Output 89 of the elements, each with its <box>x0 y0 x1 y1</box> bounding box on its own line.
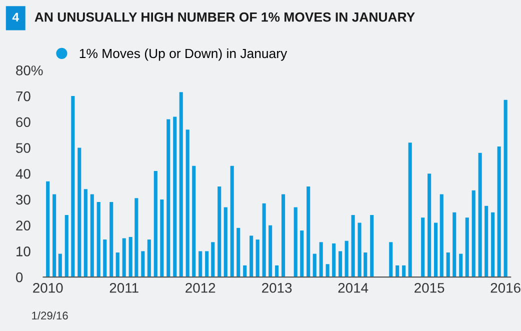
bar <box>428 174 432 278</box>
legend-label: 1% Moves (Up or Down) in January <box>80 48 288 61</box>
x-tick-label: 2010 <box>33 282 63 293</box>
bar <box>472 190 476 278</box>
x-tick-label: 2011 <box>110 282 138 293</box>
bar <box>90 194 94 278</box>
bar <box>58 254 62 278</box>
bar <box>186 130 190 278</box>
bar <box>103 240 107 278</box>
bar <box>421 218 425 278</box>
bar <box>173 116 177 278</box>
bar <box>504 100 508 278</box>
bar <box>370 214 374 278</box>
bar <box>396 265 400 278</box>
y-tick-label: 70 <box>16 91 30 102</box>
bar <box>408 142 412 278</box>
text: 1/29/16 <box>32 311 68 320</box>
bar <box>344 240 348 278</box>
bar <box>250 236 254 278</box>
bar <box>166 119 170 278</box>
bar <box>205 251 209 278</box>
bar <box>326 264 330 278</box>
x-tick-label: 2014 <box>338 282 368 293</box>
y-tick-label: 0 <box>16 272 23 282</box>
bar <box>179 92 183 278</box>
y-tick-label: 30 <box>16 194 30 205</box>
bar <box>218 186 222 278</box>
bar <box>230 166 234 278</box>
bar <box>491 212 495 278</box>
bar <box>84 189 88 278</box>
bar <box>154 171 158 278</box>
y-tick-label: 20 <box>16 220 30 230</box>
bar <box>275 265 279 278</box>
bar <box>268 225 272 278</box>
bar <box>78 148 82 278</box>
bar <box>256 240 260 278</box>
chart-title: AN UNUSUALLY HIGH NUMBER OF 1% MOVES IN JANUARY <box>34 12 415 22</box>
bar <box>484 206 488 278</box>
bar <box>300 230 304 278</box>
bar <box>64 214 68 278</box>
bar <box>96 202 100 278</box>
bar <box>236 228 240 278</box>
bar <box>147 240 151 278</box>
bar <box>52 194 56 278</box>
bar <box>224 207 228 278</box>
bar <box>294 207 298 278</box>
bar <box>389 242 393 278</box>
y-tick-label: 80% <box>16 66 43 76</box>
y-tick-label: 10 <box>16 246 30 256</box>
y-tick-label: 60 <box>16 117 30 128</box>
bar <box>364 252 368 278</box>
bar <box>465 218 469 278</box>
bar <box>351 214 355 278</box>
bar <box>160 199 164 278</box>
bar <box>497 146 501 278</box>
bar <box>434 222 438 278</box>
bar <box>306 186 310 278</box>
bar <box>141 251 145 278</box>
bar <box>243 265 247 278</box>
text: 4 <box>12 12 20 22</box>
bar <box>110 202 114 278</box>
x-tick-label: 2016 <box>490 282 520 293</box>
x-tick-label: 2015 <box>414 282 444 293</box>
bar <box>332 243 336 278</box>
y-tick-label: 50 <box>16 143 30 153</box>
bar <box>446 252 450 278</box>
bar <box>338 251 342 278</box>
bar <box>312 254 316 278</box>
bar <box>459 254 463 278</box>
bar <box>192 166 196 278</box>
bar <box>440 194 444 278</box>
bar <box>358 222 362 278</box>
bar <box>116 252 120 278</box>
bar <box>134 198 138 278</box>
y-tick-label: 40 <box>16 168 30 179</box>
bar <box>319 242 323 278</box>
x-tick-label: 2012 <box>186 282 216 293</box>
bar <box>452 212 456 278</box>
bar <box>402 265 406 278</box>
bar <box>262 203 266 278</box>
bar <box>122 238 126 278</box>
bar <box>198 251 202 278</box>
bar <box>211 242 215 278</box>
bar <box>128 236 132 278</box>
bar <box>71 96 75 278</box>
bar <box>46 181 50 278</box>
bar <box>282 194 286 278</box>
bar <box>478 152 482 278</box>
x-tick-label: 2013 <box>262 282 292 293</box>
